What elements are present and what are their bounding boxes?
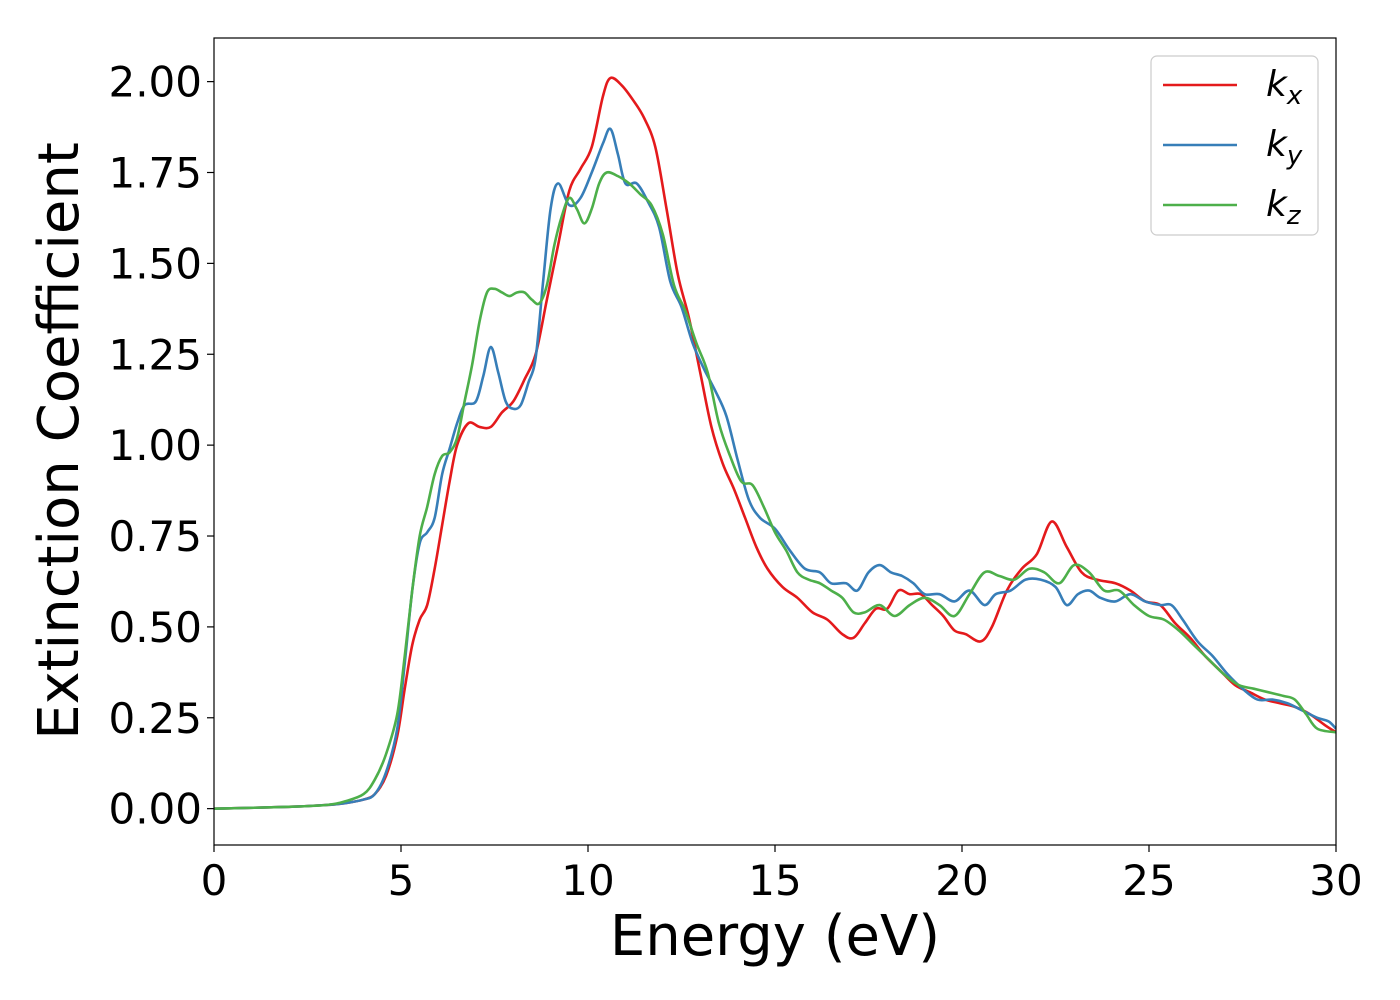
x-axis: 0 5 10 15 20 25 30 [201, 845, 1363, 905]
x-tick-label: 20 [935, 856, 988, 905]
x-tick-label: 10 [561, 856, 614, 905]
y-tick-label: 1.50 [108, 239, 202, 288]
y-tick-label: 0.75 [108, 512, 202, 561]
y-tick-label: 0.50 [108, 603, 202, 652]
y-tick-label: 0.00 [108, 785, 202, 834]
y-tick-label: 1.75 [108, 149, 202, 198]
y-axis-title: Extinction Coefficient [27, 142, 92, 740]
x-tick-label: 25 [1122, 856, 1175, 905]
series-line-ky [214, 127, 1336, 810]
x-tick-label: 5 [388, 856, 415, 905]
y-tick-label: 0.25 [108, 694, 202, 743]
x-axis-title: Energy (eV) [610, 904, 940, 969]
y-tick-label: 2.00 [108, 58, 202, 107]
legend-label: ky [1266, 124, 1303, 171]
y-tick-label: 1.25 [108, 330, 202, 379]
plot-lines [214, 76, 1336, 810]
series-line-kx [214, 76, 1336, 810]
x-tick-label: 30 [1309, 856, 1362, 905]
legend-label: kz [1266, 184, 1302, 231]
legend: kx ky kz [1150, 55, 1319, 236]
y-axis: 0.00 0.25 0.50 0.75 1.00 1.25 1.50 1.75 2.00 [108, 58, 214, 834]
x-tick-label: 0 [201, 856, 228, 905]
x-tick-label: 15 [748, 856, 801, 905]
legend-label: kx [1266, 64, 1303, 111]
y-tick-label: 1.00 [108, 421, 202, 470]
series-line-kz [214, 170, 1336, 810]
